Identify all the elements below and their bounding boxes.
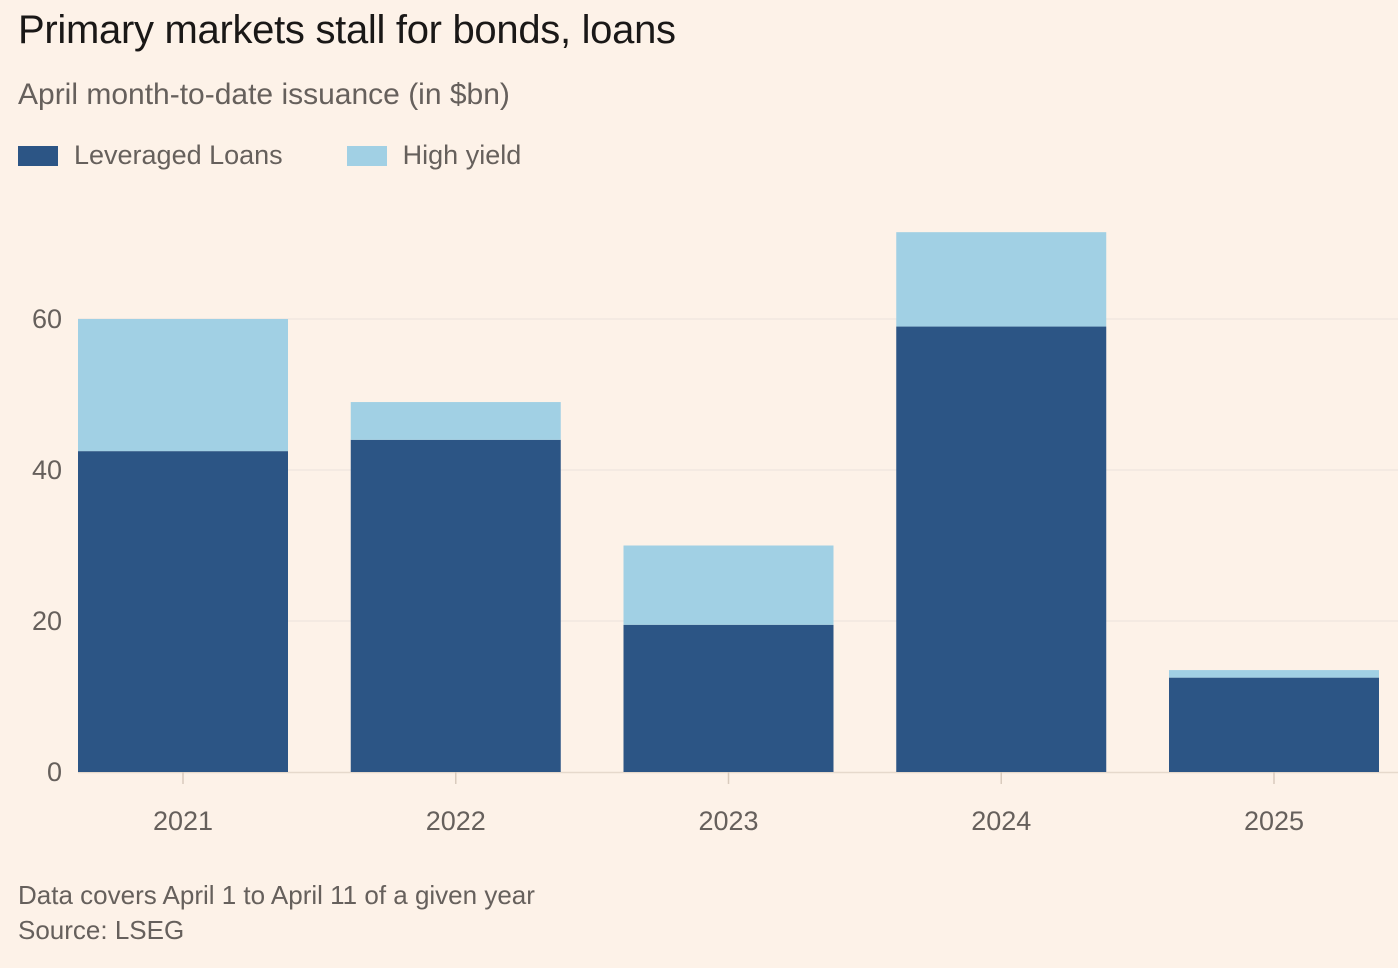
legend-label-high-yield: High yield — [402, 140, 522, 170]
bar-high-yield-2021 — [78, 319, 288, 452]
footer-note: Data covers April 1 to April 11 of a giv… — [18, 880, 535, 910]
bar-high-yield-2024 — [896, 232, 1107, 327]
bar-high-yield-2023 — [623, 545, 834, 625]
chart-title: Primary markets stall for bonds, loans — [18, 8, 676, 52]
chart-subtitle: April month-to-date issuance (in $bn) — [18, 78, 510, 111]
bar-leveraged-loans-2021 — [78, 451, 288, 772]
y-tick-label-0: 0 — [47, 757, 62, 787]
y-tick-label-40: 40 — [32, 455, 62, 485]
y-tick-label-20: 20 — [32, 606, 62, 636]
bar-leveraged-loans-2022 — [350, 439, 561, 772]
x-tick-label-2022: 2022 — [426, 806, 486, 836]
bar-high-yield-2025 — [1169, 670, 1379, 678]
x-tick-label-2025: 2025 — [1244, 806, 1304, 836]
x-tick-label-2021: 2021 — [153, 806, 213, 836]
footer: Data covers April 1 to April 11 of a giv… — [18, 878, 535, 948]
legend-label-leveraged-loans: Leveraged Loans — [74, 140, 283, 170]
x-tick-label-2024: 2024 — [971, 806, 1031, 836]
bar-leveraged-loans-2023 — [623, 624, 834, 772]
legend-swatch-high-yield — [346, 145, 387, 166]
y-tick-label-60: 60 — [32, 304, 62, 334]
bar-leveraged-loans-2024 — [896, 326, 1107, 772]
x-tick-label-2023: 2023 — [698, 806, 758, 836]
legend-item-high-yield: High yield — [346, 140, 522, 171]
legend: Leveraged Loans High yield — [18, 140, 585, 171]
legend-item-leveraged-loans: Leveraged Loans — [18, 140, 283, 171]
bar-leveraged-loans-2025 — [1169, 677, 1379, 772]
bar-high-yield-2022 — [350, 402, 561, 440]
footer-source: Source: LSEG — [18, 915, 185, 945]
legend-swatch-leveraged-loans — [18, 145, 58, 166]
